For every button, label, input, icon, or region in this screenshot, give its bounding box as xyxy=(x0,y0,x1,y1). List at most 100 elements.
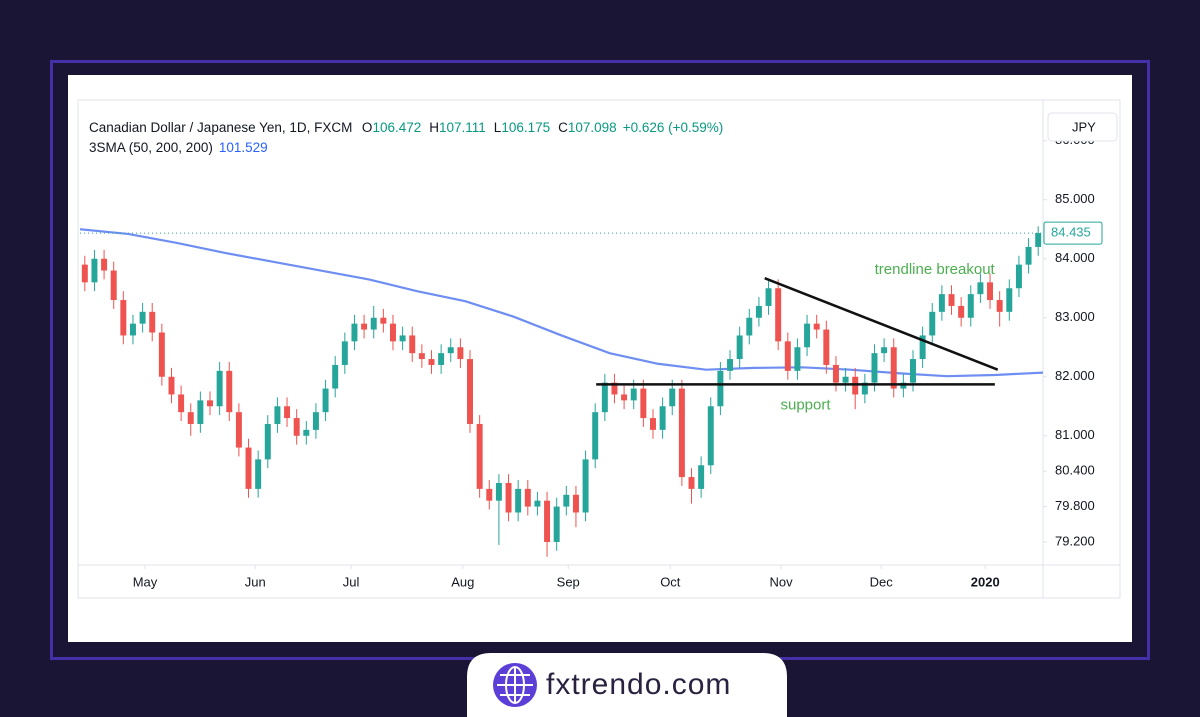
sma-value: 101.529 xyxy=(218,140,268,155)
y-tick-label: 79.200 xyxy=(1055,533,1095,548)
ohlc-key: L xyxy=(493,120,502,135)
logo-pill xyxy=(467,653,787,717)
instrument: Canadian Dollar / Japanese Yen, 1D, FXCM xyxy=(89,120,353,135)
last-price-label: 84.435 xyxy=(1051,225,1091,240)
x-tick-label: Aug xyxy=(451,574,474,589)
candle-body xyxy=(919,335,926,360)
candle-body xyxy=(129,323,136,336)
ohlc-value: 107.098 xyxy=(567,120,617,135)
candle-body xyxy=(746,317,753,336)
candle-body xyxy=(813,323,820,330)
change: +0.626 (+0.59%) xyxy=(622,120,724,135)
candle-body xyxy=(226,370,233,413)
logo-icon xyxy=(493,663,537,707)
candle-body xyxy=(351,323,358,342)
last-price-box xyxy=(1043,221,1103,245)
ohlc-key: H xyxy=(429,120,439,135)
currency-box[interactable] xyxy=(1047,112,1118,142)
y-tick-label: 79.800 xyxy=(1055,498,1095,513)
candle-body xyxy=(938,294,945,312)
candle-body xyxy=(948,294,955,306)
candle-body xyxy=(977,282,984,295)
candle-body xyxy=(322,388,329,413)
candle-body xyxy=(120,300,127,336)
candle-body xyxy=(794,347,801,371)
candle-body xyxy=(996,300,1003,312)
candle-body xyxy=(515,488,522,513)
candle-body xyxy=(197,400,204,424)
y-tick-label: 82.000 xyxy=(1055,368,1095,383)
candle-body xyxy=(698,465,705,489)
candle-body xyxy=(823,329,830,365)
candle-body xyxy=(842,376,849,383)
candle-body xyxy=(149,311,156,333)
candle-body xyxy=(717,370,724,407)
candle-body xyxy=(832,364,839,383)
x-tick-label: Sep xyxy=(557,574,580,589)
candle-body xyxy=(467,359,474,424)
candle-body xyxy=(486,488,493,501)
ohlc-value: 106.472 xyxy=(372,120,422,135)
y-tick-label: 84.000 xyxy=(1055,250,1095,265)
logo-text: fxtrendo.com xyxy=(546,668,731,701)
ohlc-value: 106.175 xyxy=(501,120,551,135)
candle-body xyxy=(563,494,570,507)
candle-body xyxy=(101,258,108,271)
candle-body xyxy=(784,341,791,371)
candle-body xyxy=(178,394,185,413)
x-tick-label: Nov xyxy=(770,574,794,589)
legend-row: 3SMA (50, 200, 200) 101.529 xyxy=(89,138,729,158)
y-tick-label: 80.400 xyxy=(1055,463,1095,478)
candle-body xyxy=(361,323,368,330)
x-tick-label: 2020 xyxy=(971,574,1000,589)
plot: 79.200 79.800 80.400 81.000 82.000 83.000 84.0… xyxy=(79,132,1095,589)
sma-name: 3SMA (50, 200, 200) xyxy=(89,140,213,155)
candle-body xyxy=(727,359,734,371)
candle-body xyxy=(380,317,387,324)
candle-body xyxy=(804,323,811,348)
candle-body xyxy=(765,288,772,306)
candle-body xyxy=(707,406,714,466)
x-tick-label: Jun xyxy=(245,574,266,589)
candle-body xyxy=(688,477,695,489)
candle-body xyxy=(534,500,541,507)
candle-body xyxy=(245,447,252,489)
ohlc-key: C xyxy=(558,120,568,135)
candle-body xyxy=(524,488,531,507)
y-tick-label: 81.000 xyxy=(1055,427,1095,442)
candle-body xyxy=(139,311,146,324)
legend-row: Canadian Dollar / Japanese Yen, 1D, FXCM… xyxy=(89,118,729,138)
y-tick-label: 85.000 xyxy=(1055,191,1095,206)
candle-body xyxy=(659,406,666,430)
candle-body xyxy=(621,394,628,401)
chart-panel xyxy=(68,75,1132,642)
candle-body xyxy=(1025,246,1032,265)
candle-body xyxy=(332,364,339,389)
annotation-label: support xyxy=(780,396,831,413)
candle-body xyxy=(601,382,608,413)
candle-body xyxy=(649,418,656,430)
candle-body xyxy=(640,388,647,419)
candle-body xyxy=(505,482,512,513)
candle-body xyxy=(678,388,685,478)
candle-body xyxy=(312,412,319,430)
x-tick-label: Dec xyxy=(870,574,894,589)
candle-body xyxy=(264,423,271,460)
candle-body xyxy=(216,370,223,407)
annotation-line xyxy=(764,277,999,371)
candle-body xyxy=(553,506,560,542)
candle-body xyxy=(967,294,974,318)
candle-body xyxy=(457,347,464,360)
candle-body xyxy=(399,335,406,342)
candle-body xyxy=(910,359,916,383)
candle-body xyxy=(158,332,165,377)
candle-body xyxy=(929,311,936,336)
ohlc-key: O xyxy=(361,120,373,135)
candle-body xyxy=(495,482,502,501)
candle-body xyxy=(1006,288,1013,312)
candle-body xyxy=(871,353,878,383)
candle-body xyxy=(476,423,483,489)
candle-body xyxy=(572,494,579,513)
